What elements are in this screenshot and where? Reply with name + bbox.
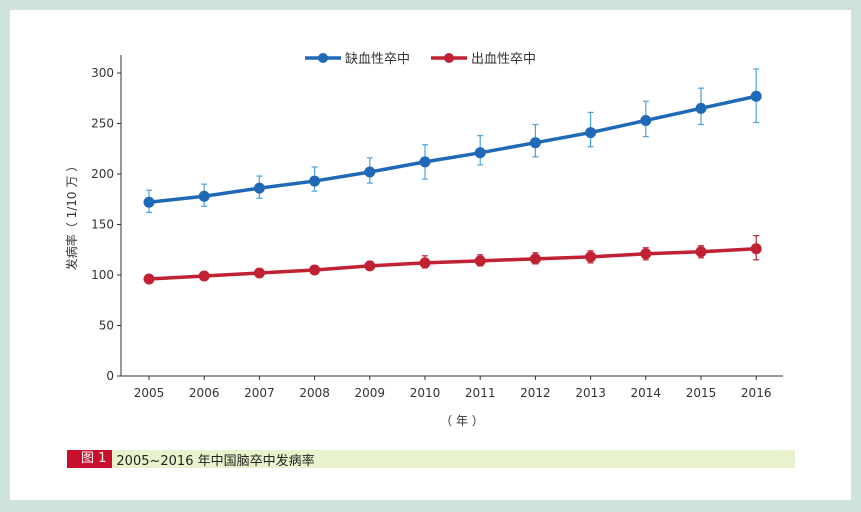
y-tick-label: 150 — [91, 218, 114, 232]
data-point — [640, 114, 652, 126]
plot-area — [143, 68, 762, 285]
data-point — [750, 243, 762, 255]
data-point — [585, 127, 597, 139]
legend-label-ischemic: 缺血性卒中 — [345, 52, 410, 67]
data-point — [198, 270, 210, 282]
data-point — [640, 248, 652, 260]
y-tick-label: 200 — [91, 167, 114, 181]
figure-number-badge: 图 1 — [67, 450, 113, 468]
x-tick-label: 2006 — [189, 386, 220, 400]
y-tick-label: 100 — [91, 268, 114, 282]
data-point — [419, 257, 431, 269]
data-point — [695, 246, 707, 258]
caption-text: 2005~2016 年中国脑卒中发病率 — [116, 453, 315, 469]
x-axis-label: （ 年 ） — [440, 414, 484, 428]
series-line — [148, 94, 757, 205]
x-tick-label: 2007 — [244, 386, 275, 400]
data-point — [253, 267, 265, 279]
legend-marker-hemorrhagic — [444, 53, 454, 63]
x-tick-label: 2012 — [520, 386, 551, 400]
x-tick-label: 2009 — [355, 386, 386, 400]
data-point — [419, 156, 431, 168]
x-tick-label: 2015 — [686, 386, 717, 400]
x-tick-label: 2016 — [741, 386, 772, 400]
figure-frame — [10, 10, 851, 500]
y-tick-label: 0 — [106, 369, 114, 383]
legend-marker-ischemic — [318, 53, 328, 63]
legend-item-hemorrhagic: 出血性卒中 — [431, 52, 536, 67]
series-ischemic — [143, 68, 762, 213]
y-axis-label: 发病率（ 1/10 万 ） — [64, 160, 79, 270]
data-point — [143, 196, 155, 208]
x-tick-label: 2011 — [465, 386, 496, 400]
data-point — [364, 166, 376, 178]
data-point — [529, 137, 541, 149]
series-hemorrhagic — [143, 235, 762, 285]
legend-item-ischemic: 缺血性卒中 — [305, 52, 410, 67]
axes: 0 50 100 150 200 250 300 2005 2006 2007 2008 2009 20… — [91, 55, 783, 400]
data-point — [198, 190, 210, 202]
data-point — [364, 260, 376, 272]
data-point — [474, 255, 486, 267]
data-point — [750, 90, 762, 102]
y-tick-label: 50 — [99, 319, 114, 333]
x-tick-label: 2010 — [410, 386, 441, 400]
data-point — [474, 147, 486, 159]
data-point — [253, 182, 265, 194]
data-point — [695, 102, 707, 114]
x-tick-label: 2014 — [631, 386, 662, 400]
data-point — [309, 175, 321, 187]
legend-label-hemorrhagic: 出血性卒中 — [471, 52, 536, 67]
data-point — [529, 253, 541, 265]
series-line — [148, 246, 757, 281]
y-tick-label: 300 — [91, 66, 114, 80]
data-point — [309, 264, 321, 276]
data-point — [143, 273, 155, 285]
x-tick-label: 2013 — [575, 386, 606, 400]
x-tick-label: 2005 — [134, 386, 165, 400]
y-tick-label: 250 — [91, 117, 114, 131]
legend: 缺血性卒中 出血性卒中 — [305, 52, 536, 67]
data-point — [585, 251, 597, 263]
x-tick-label: 2008 — [299, 386, 330, 400]
figure-caption: 图 1 2005~2016 年中国脑卒中发病率 — [67, 450, 795, 469]
